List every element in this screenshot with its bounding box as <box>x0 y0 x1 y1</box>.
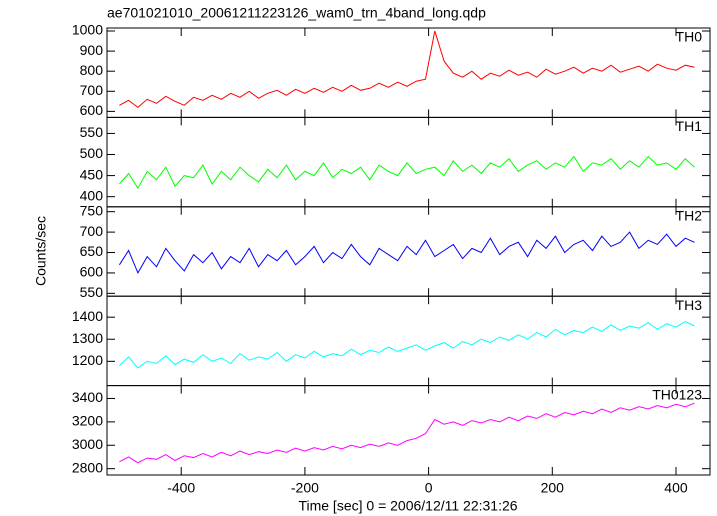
y-tick-label: 550 <box>80 124 104 140</box>
x-tick-label: 400 <box>664 480 688 496</box>
y-tick-label: 3200 <box>72 413 103 429</box>
y-tick-label: 500 <box>80 145 104 161</box>
data-line <box>119 321 695 369</box>
y-tick-label: 550 <box>80 284 104 300</box>
y-tick-label: 900 <box>80 42 104 58</box>
y-tick-label: 600 <box>80 264 104 280</box>
panel-label: TH0123 <box>652 386 702 402</box>
y-tick-label: 1400 <box>72 308 103 324</box>
y-axis-label: Counts/sec <box>33 216 49 286</box>
y-tick-label: 3000 <box>72 436 103 452</box>
panel-frame <box>106 206 711 297</box>
y-tick-label: 600 <box>80 102 104 118</box>
y-tick-label: 450 <box>80 166 104 182</box>
y-tick-label: 1300 <box>72 330 103 346</box>
y-tick-label: 1200 <box>72 352 103 368</box>
data-line <box>119 30 695 109</box>
panel-label: TH0 <box>676 29 703 45</box>
y-tick-label: 750 <box>80 202 104 218</box>
data-line <box>118 231 695 275</box>
x-tick-label: 200 <box>541 480 565 496</box>
y-tick-label: 700 <box>80 223 104 239</box>
y-tick-label: 2800 <box>72 459 103 475</box>
panel-frame <box>106 116 711 208</box>
panel-frame <box>106 385 711 476</box>
panel-label: TH3 <box>676 297 703 313</box>
data-line <box>119 155 695 190</box>
chart-title: ae701021010_20061211223126_wam0_trn_4ban… <box>107 5 486 21</box>
panel-frame <box>106 295 711 387</box>
y-tick-label: 650 <box>80 243 104 259</box>
panel-label: TH1 <box>676 118 703 134</box>
y-tick-label: 800 <box>80 62 104 78</box>
data-line <box>119 402 695 464</box>
x-tick-label: 0 <box>425 480 433 496</box>
panel-label: TH2 <box>676 208 703 224</box>
y-tick-label: 3400 <box>72 389 103 405</box>
y-tick-label: 400 <box>80 187 104 203</box>
x-tick-label: -400 <box>167 480 195 496</box>
x-tick-label: -200 <box>291 480 319 496</box>
y-tick-label: 1000 <box>72 22 103 38</box>
y-tick-label: 700 <box>80 82 104 98</box>
x-axis-label: Time [sec] 0 = 2006/12/11 22:31:26 <box>298 498 517 514</box>
panel-frame <box>106 27 711 118</box>
